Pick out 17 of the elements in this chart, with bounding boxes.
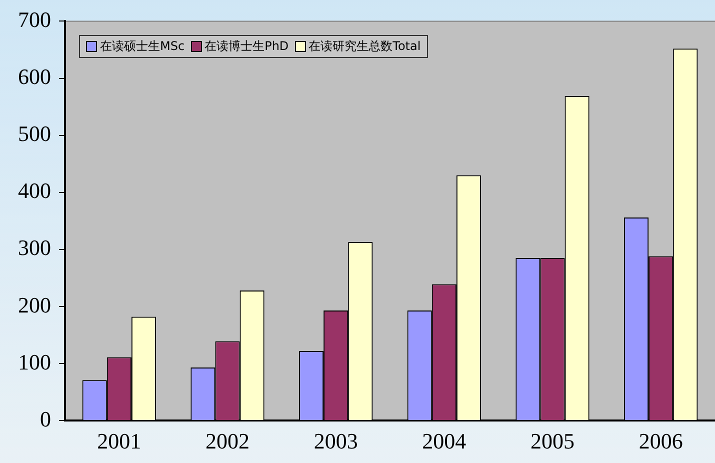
x-tick-label: 2005 (530, 428, 574, 454)
y-tick-label: 200 (18, 292, 51, 318)
x-tick-label: 2004 (422, 428, 466, 454)
y-tick-label: 500 (18, 121, 51, 146)
y-tick-label: 600 (18, 64, 51, 90)
legend-label: 在读研究生总数Total (308, 38, 421, 56)
y-tick-label: 0 (40, 406, 51, 432)
x-tick-label: 2002 (206, 428, 250, 454)
legend-label: 在读博士生PhD (204, 38, 289, 56)
x-tick-label: 2001 (97, 428, 142, 454)
y-tick-label: 700 (18, 6, 51, 32)
x-tick-label: 2003 (314, 428, 358, 454)
y-tick-label: 400 (18, 178, 51, 204)
x-tick-label: 2006 (638, 428, 683, 454)
legend-label: 在读硕士生MSc (100, 38, 185, 56)
y-tick-label: 100 (18, 349, 51, 374)
y-tick-label: 300 (18, 235, 51, 260)
